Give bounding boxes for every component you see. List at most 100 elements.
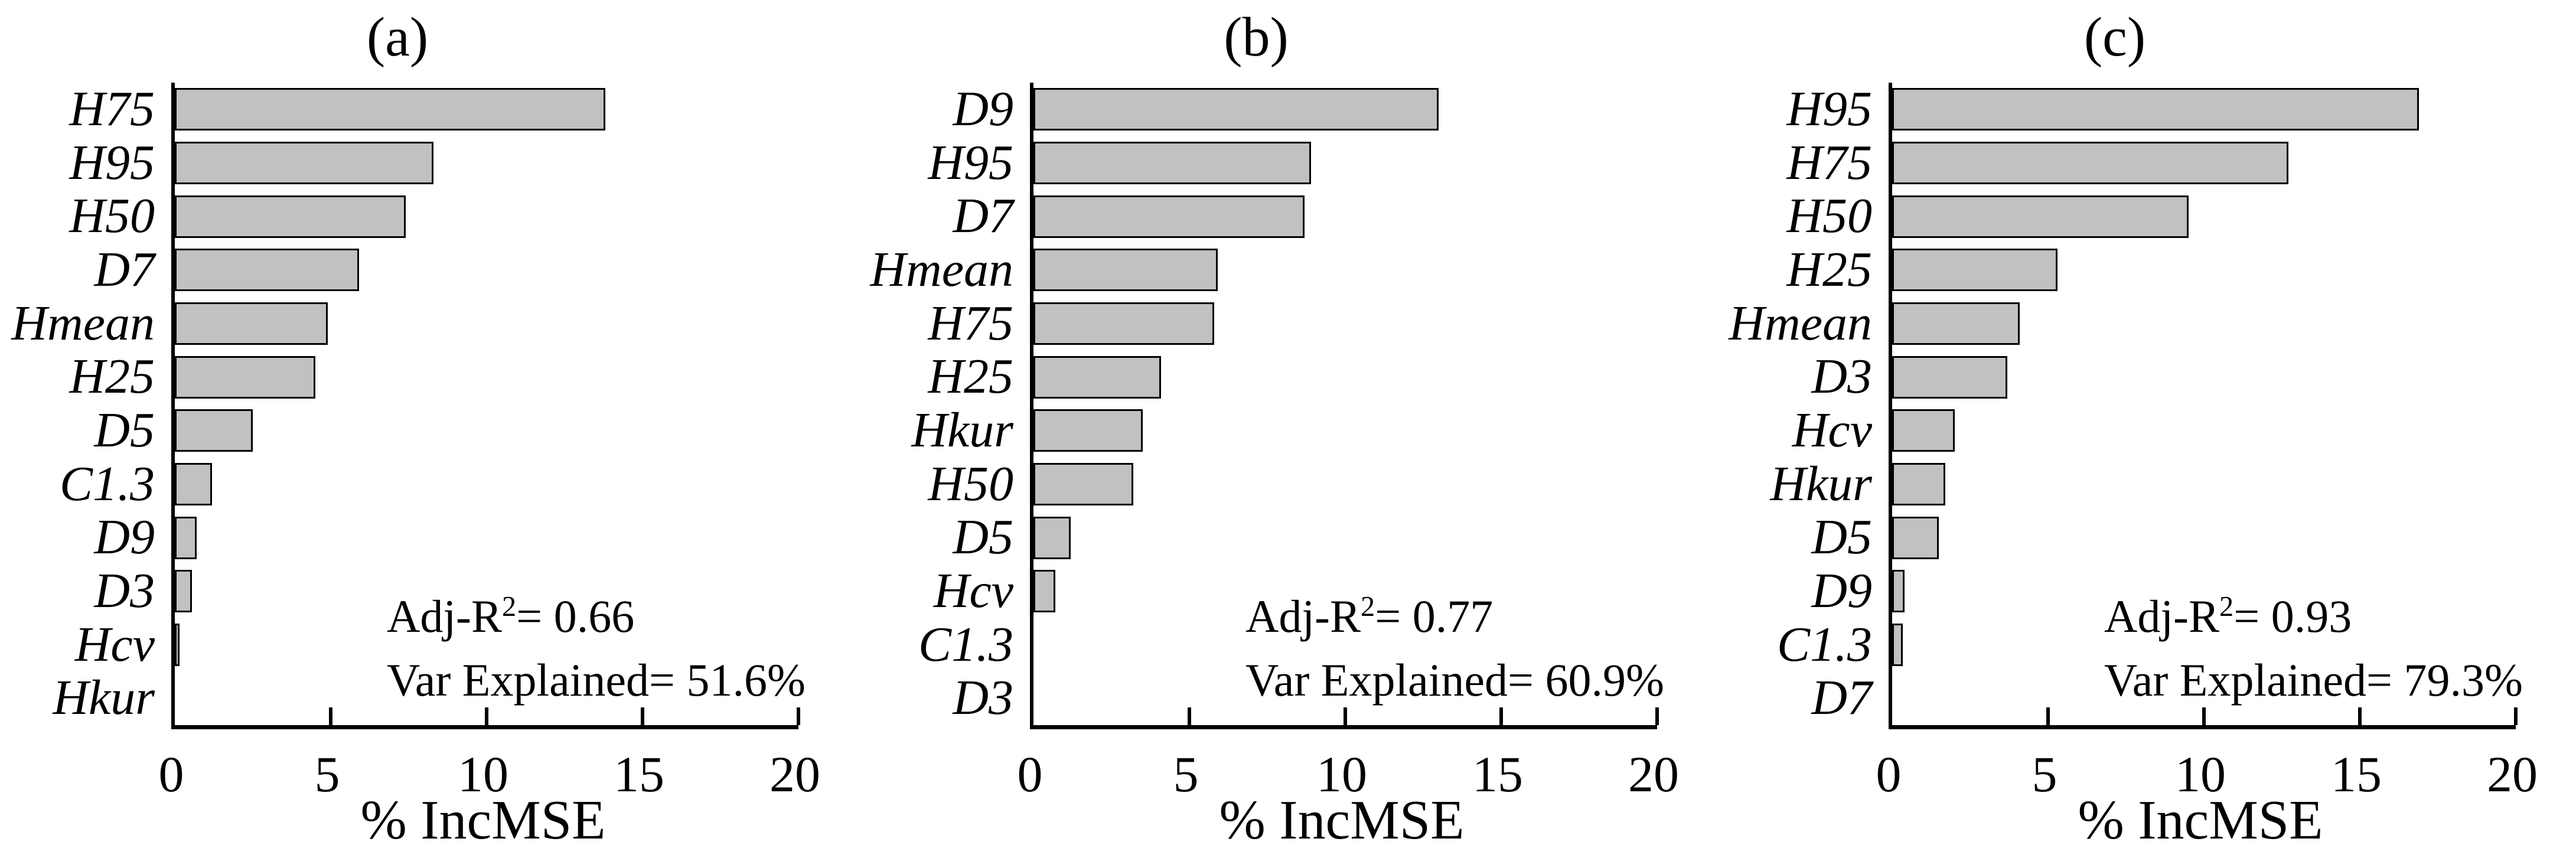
bar-C1.3 — [175, 463, 213, 505]
adj-r2-superscript: 2 — [2219, 591, 2234, 622]
x-axis-title: % IncMSE — [2078, 790, 2323, 851]
category-label-H75: H75 — [69, 81, 155, 136]
x-tick-label-10: 10 — [458, 746, 508, 802]
category-label-H50: H50 — [1786, 188, 1872, 244]
category-label-D5: D5 — [953, 510, 1013, 565]
adj-r2-prefix: Adj-R — [387, 591, 503, 642]
category-label-H50: H50 — [928, 456, 1013, 511]
adj-r2-annotation: Adj-R2= 0.93 — [2104, 585, 2523, 648]
adj-r2-annotation: Adj-R2= 0.66 — [387, 585, 806, 648]
bar-Hcv — [1033, 570, 1055, 613]
bar-Hkur — [1033, 409, 1143, 452]
stats-annotation: Adj-R2= 0.66 Var Explained= 51.6% — [387, 585, 806, 712]
stats-annotation: Adj-R2= 0.93 Var Explained= 79.3% — [2104, 585, 2523, 712]
x-tick-label-20: 20 — [769, 746, 820, 802]
category-label-Hkur: Hkur — [1770, 456, 1872, 511]
category-label-H75: H75 — [1786, 135, 1872, 190]
category-label-Hkur: Hkur — [911, 403, 1013, 458]
category-label-Hcv: Hcv — [933, 563, 1013, 618]
var-explained-annotation: Var Explained= 51.6% — [387, 654, 806, 706]
category-label-Hmean: Hmean — [11, 295, 155, 351]
x-axis-title: % IncMSE — [360, 790, 606, 851]
x-tick-label-5: 5 — [314, 746, 340, 802]
bar-D3 — [175, 570, 193, 613]
adj-r2-prefix: Adj-R — [1245, 591, 1361, 642]
category-label-H50: H50 — [69, 188, 155, 244]
bar-Hmean — [175, 302, 328, 345]
chart-panel-a: (a) Adj-R2= 0.66 Var Explained= 51.6% H75 H9… — [0, 0, 859, 858]
category-label-D3: D3 — [94, 563, 155, 618]
x-tick-label-15: 15 — [2331, 746, 2382, 802]
category-label-D3: D3 — [953, 670, 1013, 726]
panel-title: (a) — [366, 6, 429, 68]
category-label-D3: D3 — [1811, 349, 1872, 404]
plot-area: Adj-R2= 0.66 Var Explained= 51.6% — [171, 83, 806, 729]
bar-H50 — [1892, 195, 2189, 238]
adj-r2-prefix: Adj-R — [2104, 591, 2220, 642]
category-label-D7: D7 — [953, 188, 1013, 244]
adj-r2-value: = 0.66 — [516, 591, 635, 642]
bar-D9 — [175, 516, 197, 559]
x-tick-label-5: 5 — [2032, 746, 2057, 802]
bar-D5 — [175, 409, 253, 452]
x-tick-5 — [2046, 707, 2050, 725]
bar-H95 — [175, 142, 434, 184]
bar-H95 — [1892, 88, 2420, 131]
var-explained-annotation: Var Explained= 79.3% — [2104, 654, 2523, 706]
category-label-C1.3: C1.3 — [59, 456, 155, 511]
bar-H25 — [175, 355, 315, 399]
x-tick-10 — [485, 707, 488, 725]
category-label-H95: H95 — [928, 135, 1013, 190]
x-tick-label-15: 15 — [614, 746, 664, 802]
plot-area: Adj-R2= 0.77 Var Explained= 60.9% — [1030, 83, 1664, 729]
bar-D7 — [1033, 195, 1305, 238]
chart-panel-c: (c) Adj-R2= 0.93 Var Explained= 79.3% H95 H7… — [1717, 0, 2576, 858]
adj-r2-value: = 0.77 — [1375, 591, 1494, 642]
category-label-D9: D9 — [94, 510, 155, 565]
bar-C1.3 — [1892, 624, 1903, 666]
x-tick-15 — [2358, 707, 2362, 725]
adj-r2-value: = 0.93 — [2233, 591, 2352, 642]
category-label-D5: D5 — [94, 403, 155, 458]
x-tick-label-5: 5 — [1173, 746, 1199, 802]
bar-D3 — [1892, 355, 2008, 399]
x-tick-15 — [641, 707, 644, 725]
x-tick-20 — [797, 707, 800, 725]
x-tick-label-0: 0 — [1876, 746, 1902, 802]
bar-H75 — [175, 88, 605, 131]
x-tick-label-10: 10 — [2175, 746, 2226, 802]
chart-panel-b: (b) Adj-R2= 0.77 Var Explained= 60.9% D9 H95… — [859, 0, 1717, 858]
category-label-D7: D7 — [1811, 670, 1872, 726]
category-label-Hmean: Hmean — [1729, 295, 1872, 351]
bar-D7 — [175, 249, 359, 292]
category-label-D9: D9 — [1811, 563, 1872, 618]
bar-H25 — [1033, 355, 1162, 399]
x-tick-label-0: 0 — [158, 746, 184, 802]
bar-H25 — [1892, 249, 2057, 292]
bar-Hkur — [1892, 463, 1945, 505]
x-tick-label-15: 15 — [1472, 746, 1523, 802]
x-tick-20 — [2514, 707, 2518, 725]
category-label-Hcv: Hcv — [74, 616, 155, 672]
category-label-H25: H25 — [1786, 242, 1872, 297]
adj-r2-annotation: Adj-R2= 0.77 — [1245, 585, 1664, 648]
x-tick-label-20: 20 — [2487, 746, 2538, 802]
x-tick-5 — [329, 707, 332, 725]
stats-annotation: Adj-R2= 0.77 Var Explained= 60.9% — [1245, 585, 1664, 712]
category-label-H75: H75 — [928, 295, 1013, 351]
x-axis-title: % IncMSE — [1219, 790, 1465, 851]
bar-D5 — [1892, 516, 1939, 559]
panel-title: (b) — [1224, 6, 1289, 68]
bar-H75 — [1892, 142, 2288, 184]
x-tick-5 — [1188, 707, 1191, 725]
bar-Hmean — [1892, 302, 2020, 345]
category-label-H25: H25 — [69, 349, 155, 404]
bar-D9 — [1033, 88, 1439, 131]
x-tick-10 — [1344, 707, 1347, 725]
bar-D9 — [1892, 570, 1905, 613]
bar-H95 — [1033, 142, 1311, 184]
category-label-H95: H95 — [1786, 81, 1872, 136]
category-label-H95: H95 — [69, 135, 155, 190]
x-tick-label-10: 10 — [1316, 746, 1367, 802]
